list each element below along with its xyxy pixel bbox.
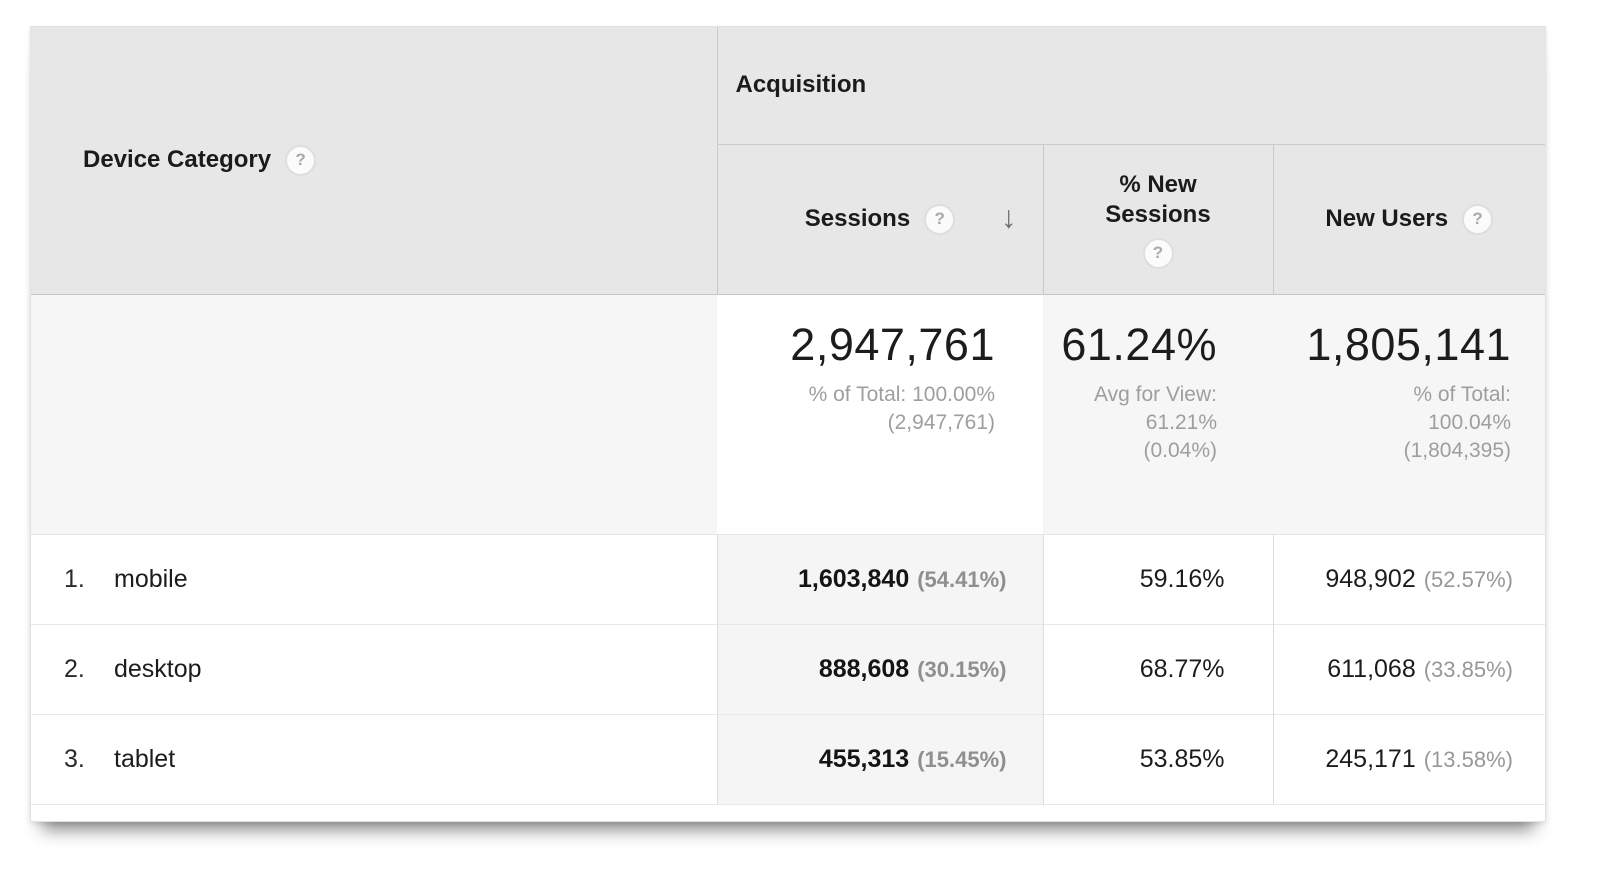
new-users-percent: (13.58%) (1423, 746, 1514, 772)
sessions-percent: (15.45%) (917, 746, 1007, 772)
dimension-cell: 3. tablet (31, 714, 717, 804)
new-users-value: 245,171 (1325, 744, 1416, 773)
new-users-subline: % of Total: (1413, 382, 1512, 406)
new-users-subline: (1,804,395) (1403, 438, 1512, 462)
column-header-new-users[interactable]: New Users ? (1272, 144, 1546, 295)
sessions-value: 1,603,840 (798, 564, 910, 593)
new-users-cell: 611,068 (33.85%) (1272, 624, 1546, 714)
sessions-cell: 888,608 (30.15%) (716, 624, 1043, 714)
percent-new-sessions-subline: Avg for View: (1094, 382, 1217, 406)
percent-new-sessions-subline: (0.04%) (1143, 438, 1217, 462)
dimension-cell: 2. desktop (31, 624, 717, 714)
sessions-cell: 455,313 (15.45%) (716, 714, 1043, 804)
summary-row: 2,947,761 % of Total: 100.00% (2,947,761… (31, 294, 1546, 534)
row-rank: 2. (64, 654, 85, 683)
column-header-sessions[interactable]: Sessions ? ↓ (716, 144, 1043, 295)
column-header-percent-new-sessions[interactable]: % New Sessions ? (1042, 144, 1273, 295)
dimension-cell: 1. mobile (31, 534, 717, 624)
sessions-value: 455,313 (818, 744, 910, 773)
analytics-table-card: Device Category? Acquisition Sessions ? … (30, 26, 1546, 822)
summary-percent-new-sessions-cell: 61.24% Avg for View: 61.21% (0.04%) (1043, 294, 1273, 534)
sessions-value: 888,608 (818, 654, 910, 683)
percent-new-sessions-value: 68.77% (1139, 654, 1225, 683)
table-row-desktop: 2. desktop 888,608 (30.15%) 68.77% 611,068… (31, 624, 1546, 714)
new-users-value: 948,902 (1325, 564, 1416, 593)
summary-new-users-cell: 1,805,141 % of Total: 100.04% (1,804,395… (1273, 294, 1546, 534)
sessions-total-subline: % of Total: 100.00% (808, 382, 995, 406)
new-users-percent: (52.57%) (1423, 566, 1514, 592)
help-icon[interactable]: ? (1142, 237, 1174, 269)
help-icon[interactable]: ? (1462, 203, 1494, 235)
sessions-percent: (30.15%) (917, 656, 1007, 682)
percent-new-sessions-cell: 59.16% (1042, 534, 1273, 624)
help-icon[interactable]: ? (924, 203, 956, 235)
column-header-device-category[interactable]: Device Category? (31, 27, 717, 295)
new-users-value: 611,068 (1327, 654, 1416, 683)
new-users-total: 1,805,141 (1306, 318, 1512, 370)
help-icon[interactable]: ? (285, 144, 317, 176)
device-category-table: Device Category? Acquisition Sessions ? … (31, 27, 1546, 805)
table-row-mobile: 1. mobile 1,603,840 (54.41%) 59.16% 948,90… (31, 534, 1546, 624)
percent-new-sessions-label: % New Sessions (1105, 170, 1211, 228)
sessions-label: Sessions (804, 205, 911, 232)
sessions-total: 2,947,761 (790, 318, 995, 370)
percent-new-sessions-subline: 61.21% (1145, 410, 1217, 434)
group-header-acquisition: Acquisition (716, 27, 1546, 145)
group-header-row: Device Category? Acquisition (31, 27, 1546, 295)
sort-descending-arrow-icon[interactable]: ↓ (1001, 199, 1017, 235)
percent-new-sessions-cell: 68.77% (1042, 624, 1273, 714)
sessions-cell: 1,603,840 (54.41%) (716, 534, 1043, 624)
device-label: desktop (114, 654, 202, 683)
device-category-label: Device Category (83, 145, 272, 173)
table-row-tablet: 3. tablet 455,313 (15.45%) 53.85% 245,171 (… (31, 714, 1546, 804)
metric-header-row: Sessions ? ↓ % New Sessions ? New Users … (31, 144, 1546, 295)
percent-new-sessions-value: 53.85% (1139, 744, 1225, 773)
row-rank: 1. (64, 564, 85, 593)
percent-new-sessions-value: 59.16% (1139, 564, 1225, 593)
new-users-cell: 948,902 (52.57%) (1272, 534, 1546, 624)
sessions-percent: (54.41%) (917, 566, 1007, 592)
summary-dimension-cell (31, 294, 717, 534)
acquisition-label: Acquisition (735, 71, 867, 99)
device-label: mobile (114, 564, 188, 593)
percent-new-sessions-cell: 53.85% (1042, 714, 1273, 804)
summary-sessions-cell: 2,947,761 % of Total: 100.00% (2,947,761… (717, 294, 1043, 534)
sessions-total-subline: (2,947,761) (887, 410, 995, 434)
new-users-percent: (33.85%) (1423, 656, 1514, 682)
percent-new-sessions-total: 61.24% (1061, 318, 1217, 370)
device-label: tablet (114, 744, 176, 773)
new-users-subline: 100.04% (1428, 410, 1512, 434)
new-users-cell: 245,171 (13.58%) (1272, 714, 1546, 804)
new-users-label: New Users (1325, 205, 1449, 232)
row-rank: 3. (64, 744, 85, 773)
